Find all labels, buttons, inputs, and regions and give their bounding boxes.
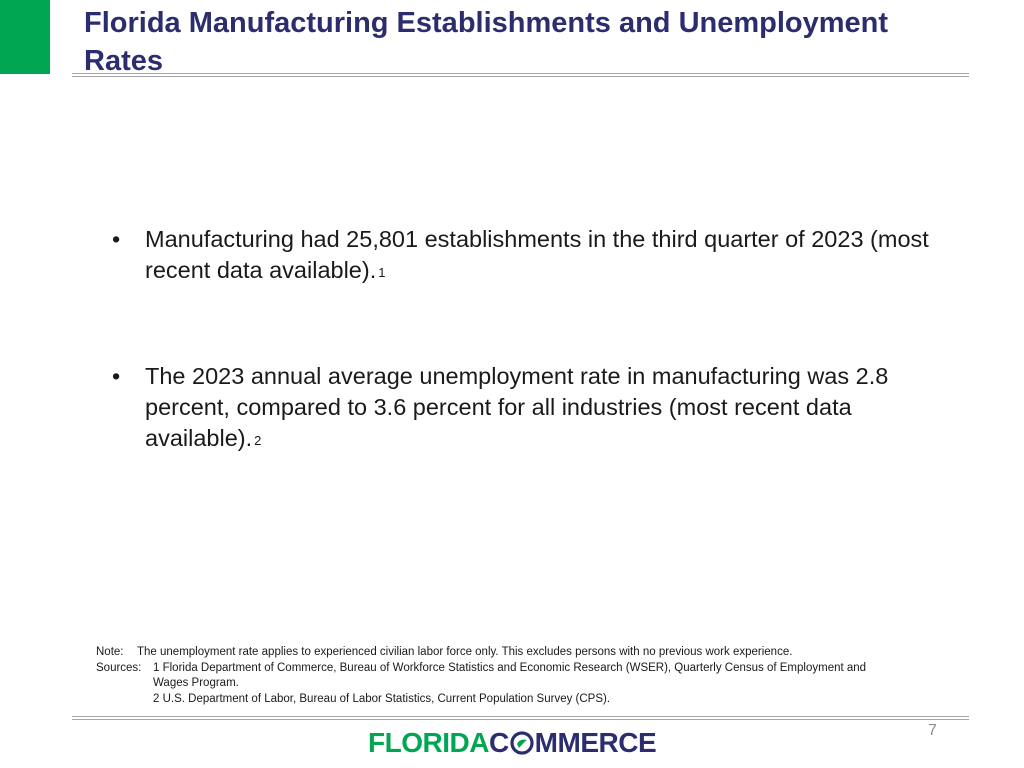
bullet-marker: • [112, 363, 121, 389]
footer-divider [72, 716, 969, 717]
source-1-continuation: Wages Program. [153, 677, 239, 689]
floridacommerce-logo: FLORIDAC MMERCE [368, 727, 657, 758]
bullet-item-establishments: • Manufacturing had 25,801 establishment… [112, 224, 952, 286]
bullet-list: • Manufacturing had 25,801 establishment… [112, 224, 952, 454]
footer-divider-second [72, 719, 969, 720]
footnotes: Note: The unemployment rate applies to e… [96, 645, 966, 707]
slide-title: Florida Manufacturing Establishments and… [84, 7, 889, 77]
source-2-text: 2 U.S. Department of Labor, Bureau of La… [153, 692, 611, 705]
logo-text-c: C [488, 727, 509, 758]
footnote-ref: 2 [254, 433, 262, 448]
globe-icon [510, 731, 534, 755]
note-text: The unemployment rate applies to experie… [137, 646, 793, 658]
page-number: 7 [928, 722, 937, 739]
bullet-item-unemployment: • The 2023 annual average unemployment r… [112, 361, 952, 454]
bullet-text: The 2023 annual average unemployment rat… [145, 363, 889, 451]
note-row: Note: The unemployment rate applies to e… [96, 645, 966, 661]
title-divider-second [72, 76, 969, 77]
sources-row: Sources: 1 Florida Department of Commerc… [96, 661, 966, 677]
logo-text-florida: FLORIDA [368, 727, 489, 758]
footnote-ref: 1 [378, 265, 386, 280]
bullet-text: Manufacturing had 25,801 establishments … [145, 226, 929, 283]
bullet-marker: • [112, 226, 121, 252]
accent-block [0, 0, 50, 74]
source-1-text: 1 Florida Department of Commerce, Bureau… [153, 661, 867, 674]
note-label: Note: [96, 646, 124, 658]
title-divider [72, 73, 969, 74]
sources-label: Sources: [96, 661, 142, 674]
logo-text-mmerce: MMERCE [534, 727, 657, 758]
